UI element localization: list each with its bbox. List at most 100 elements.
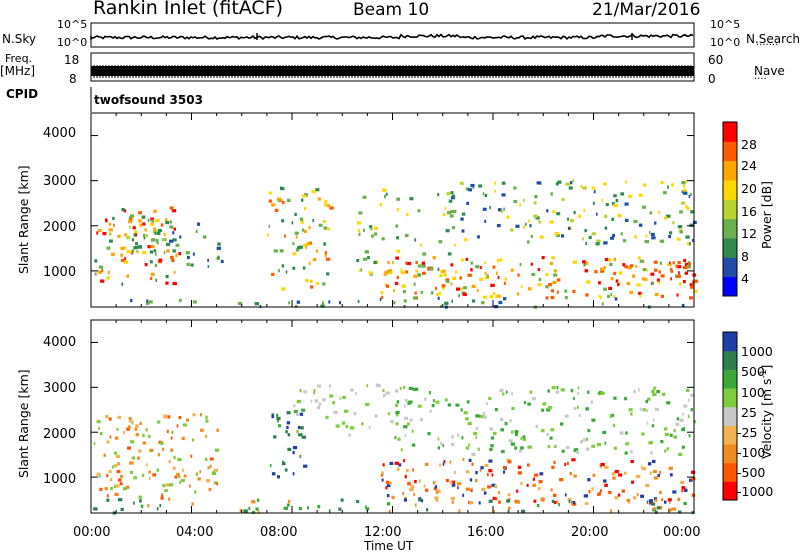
power-range-cell (531, 272, 536, 277)
velocity-range-cell (106, 440, 110, 444)
power-range-cell (432, 256, 436, 260)
velocity-range-cell (413, 492, 416, 496)
velocity-range-cell (502, 466, 507, 470)
velocity-range-cell (484, 463, 489, 467)
power-range-cell (660, 274, 665, 278)
velocity-range-cell (137, 456, 140, 460)
velocity-range-cell (504, 422, 508, 426)
velocity-range-cell (447, 403, 452, 407)
velocity-range-cell (488, 469, 493, 473)
power-range-cell (111, 252, 115, 256)
power-range-cell (494, 181, 497, 185)
velocity-range-cell (122, 487, 128, 491)
velocity-range-cell (597, 492, 601, 496)
power-range-cell (452, 276, 457, 280)
velocity-range-cell (443, 460, 446, 464)
power-range-cell (273, 249, 278, 253)
velocity-range-cell (383, 394, 386, 398)
velocity-range-cell (199, 470, 202, 474)
velocity-range-cell (636, 493, 639, 497)
velocity-cb-500: 500 (741, 364, 765, 379)
velocity-range-cell (271, 472, 276, 476)
power-range-cell (146, 299, 149, 303)
date-title: 21/Mar/2016 (592, 0, 701, 20)
power-range-cell (604, 214, 608, 218)
power-range-cell (681, 303, 685, 308)
velocity-range-cell (535, 425, 538, 429)
velocity-colorbar-label: Velocity [m s-1] (759, 365, 774, 459)
power-range-cell (484, 219, 487, 223)
velocity-range-cell (404, 475, 407, 479)
power-cb-28: 28 (741, 137, 757, 152)
velocity-range-cell (411, 443, 416, 447)
power-range-cell (464, 238, 468, 242)
velocity-range-cell (437, 437, 440, 441)
power-range-cell (684, 262, 690, 266)
power-range-cell (519, 263, 522, 267)
velocity-cb-minus500: -500 (737, 465, 766, 480)
nave-dots: ···· (754, 74, 767, 85)
power-range-cell (523, 198, 525, 202)
power-range-cell (308, 226, 311, 230)
velocity-range-cell (138, 495, 142, 499)
velocity-range-cell (396, 467, 400, 471)
velocity-range-cell (475, 471, 478, 475)
velocity-range-cell (487, 485, 492, 489)
power-range-cell (465, 187, 470, 191)
velocity-range-cell (128, 417, 132, 421)
velocity-range-cell (466, 470, 470, 474)
velocity-range-cell (125, 485, 130, 489)
velocity-range-cell (343, 409, 349, 413)
power-range-cell (396, 249, 400, 253)
power-range-cell (315, 188, 320, 192)
power-range-cell (129, 225, 131, 229)
velocity-range-cell (191, 438, 195, 442)
velocity-range-cell (404, 398, 408, 403)
power-range-cell (370, 227, 373, 231)
power-range-cell (612, 233, 615, 238)
velocity-range-cell (251, 500, 256, 504)
power-range-cell (679, 230, 683, 234)
power-range-cell (651, 236, 656, 240)
power-range-cell (339, 301, 342, 305)
power-range-cell (98, 228, 102, 233)
power-range-cell (171, 209, 177, 213)
xtick-2000: 20:00 (571, 525, 609, 540)
power-range-cell (479, 266, 482, 270)
power-range-cell (608, 286, 612, 290)
velocity-range-cell (382, 388, 385, 393)
velocity-range-cell (541, 498, 545, 502)
power-range-cell (97, 270, 102, 274)
velocity-range-cell (624, 397, 627, 401)
velocity-range-cell (693, 420, 697, 424)
power-range-cell (573, 210, 576, 215)
velocity-range-cell (298, 433, 303, 437)
velocity-range-cell (425, 488, 429, 492)
power-range-cell (142, 222, 146, 226)
power-range-cell (438, 240, 443, 244)
xtick-0000: 00:00 (73, 525, 111, 540)
velocity-range-cell (587, 478, 591, 482)
power-range-cell (555, 182, 559, 186)
velocity-range-cell (546, 432, 549, 437)
power-range-cell (145, 301, 150, 305)
power-range-cell (287, 198, 291, 202)
velocity-range-cell (511, 430, 514, 434)
velocity-range-cell (645, 400, 648, 404)
velocity-range-cell (114, 492, 119, 496)
velocity-range-cell (451, 483, 456, 487)
velocity-ytick-2000: 2000 (43, 427, 77, 442)
power-range-cell (152, 229, 158, 234)
nsky-tick-top: 10^5 (57, 18, 88, 31)
power-range-cell (172, 249, 176, 253)
velocity-range-cell (641, 467, 646, 471)
velocity-range-cell (503, 470, 506, 474)
power-ylabel: Slant Range [km] (16, 165, 31, 274)
power-range-cell (499, 258, 503, 262)
velocity-range-cell (482, 412, 485, 416)
power-range-cell (207, 264, 210, 269)
velocity-range-cell (273, 435, 277, 439)
velocity-range-cell (465, 487, 471, 491)
velocity-range-cell (672, 507, 676, 511)
power-range-cell (683, 191, 688, 195)
